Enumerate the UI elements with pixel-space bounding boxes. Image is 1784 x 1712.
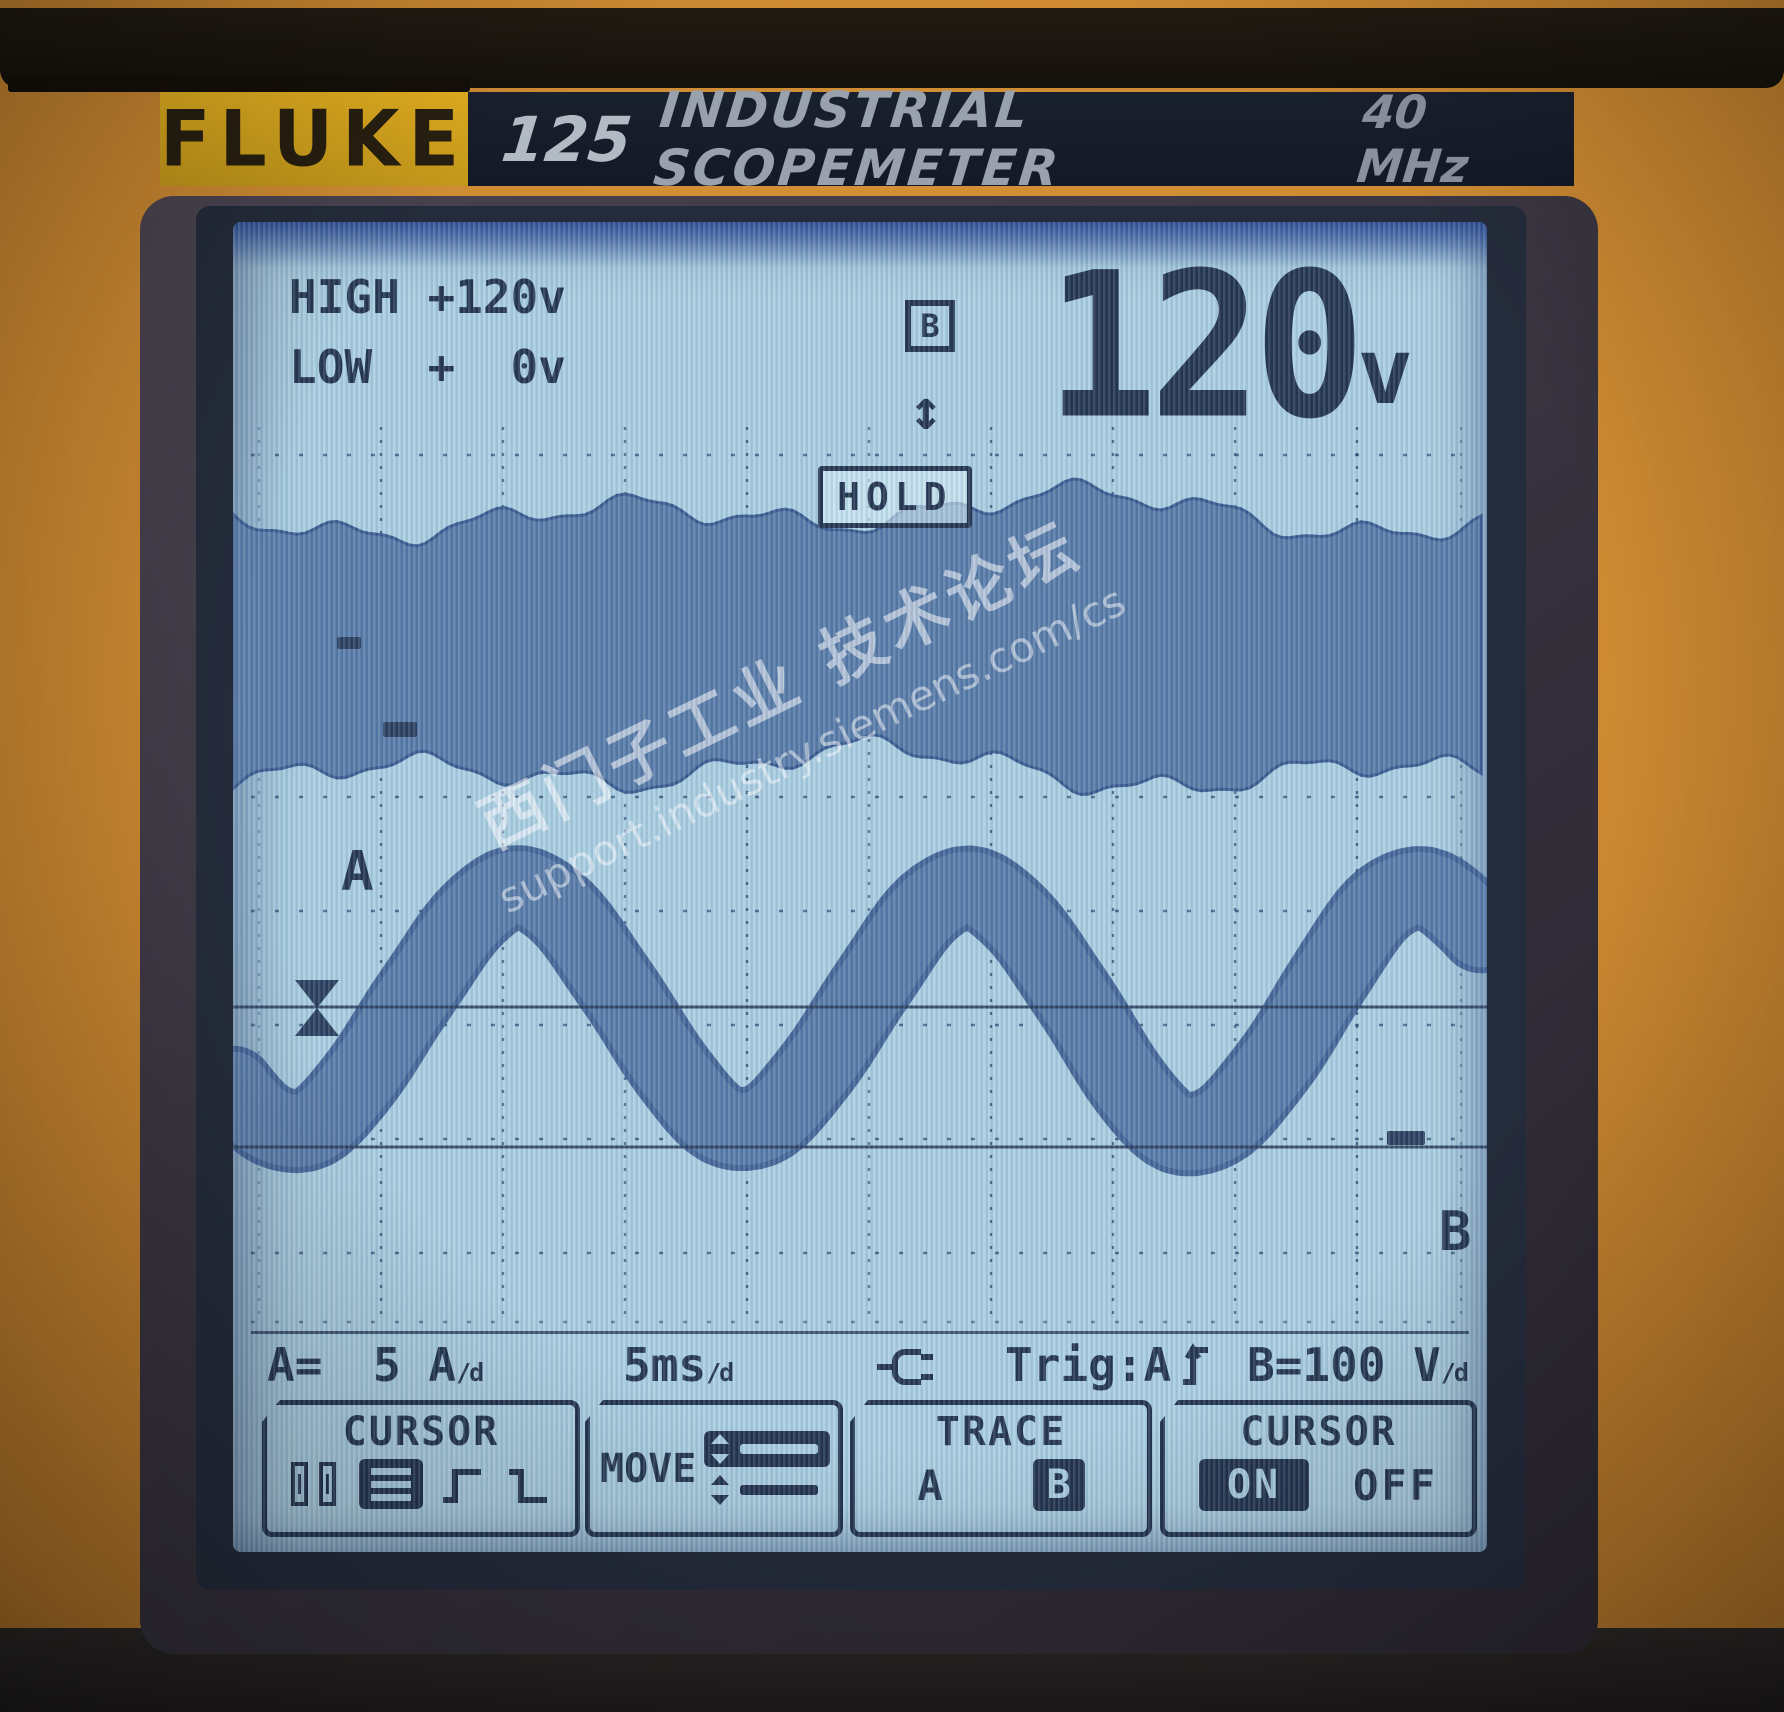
waveform-display (233, 427, 1487, 1324)
status-a-coupling: A= (267, 1338, 323, 1392)
trace-option-a[interactable]: A (917, 1460, 943, 1510)
brand-logo-text: FLUKE (159, 93, 469, 185)
per-division-glyph: /d (1440, 1358, 1469, 1387)
hold-badge: HOLD (818, 466, 972, 528)
horizontal-cursors-icon[interactable] (359, 1459, 423, 1509)
lcd-top-glow (233, 222, 1487, 268)
per-division-glyph: /d (706, 1358, 734, 1387)
move-trace-icon (704, 1430, 831, 1507)
cursor-readouts: HIGH +120v LOW + 0v (289, 262, 566, 402)
cursor-delta-icon: ↕ (909, 378, 943, 443)
status-a-scale: 5 A/d (373, 1338, 484, 1392)
vertical-cursors-icon[interactable] (287, 1460, 343, 1508)
status-separator (251, 1331, 1469, 1334)
main-reading-unit: v (1357, 318, 1413, 425)
cursor-low-readout: LOW + 0v (289, 340, 566, 394)
softkey-label: CURSOR (1240, 1409, 1397, 1455)
softkey-move[interactable]: MOVE (585, 1400, 843, 1537)
trace-b-label: B (1439, 1200, 1472, 1263)
device-top-edge (0, 8, 1784, 88)
trace-option-b[interactable]: B (1032, 1459, 1085, 1511)
rise-step-icon[interactable] (439, 1460, 489, 1508)
series-name: INDUSTRIAL SCOPEMETER (651, 81, 1065, 197)
softkey-cursor-type[interactable]: CURSOR (262, 1400, 580, 1537)
softkey-trace[interactable]: TRACE A B (850, 1400, 1152, 1537)
brand-logo: FLUKE (160, 92, 468, 186)
cursor-on-option[interactable]: ON (1199, 1459, 1310, 1511)
fall-step-icon[interactable] (505, 1460, 555, 1508)
reading-channel-badge: B (905, 300, 955, 352)
logo-top-line (8, 76, 470, 92)
model-header: 125 INDUSTRIAL SCOPEMETER 40 MHz (468, 81, 1574, 197)
bandwidth-label: 40 MHz (1354, 85, 1471, 193)
softkey-label: MOVE (600, 1445, 697, 1492)
main-reading: 120v (993, 245, 1413, 446)
per-division-glyph: /d (456, 1358, 484, 1387)
softkey-cursor-onoff[interactable]: CURSOR ON OFF (1160, 1400, 1477, 1537)
plug-icon (877, 1349, 933, 1385)
softkey-label: CURSOR (342, 1409, 500, 1455)
cursor-off-option[interactable]: OFF (1353, 1460, 1438, 1510)
model-number: 125 (498, 102, 636, 176)
reading-channel-letter: B (920, 307, 940, 345)
softkey-label: TRACE (935, 1409, 1067, 1455)
main-reading-value: 120 (1045, 228, 1366, 464)
status-timebase: 5ms/d (623, 1338, 734, 1392)
lcd-screen: HIGH +120v LOW + 0v B ↕ 120v HOLD A B A= … (233, 222, 1487, 1552)
cursor-high-readout: HIGH +120v (289, 270, 566, 324)
status-trigger: Trig:A (1005, 1338, 1172, 1392)
trace-a-label: A (341, 840, 374, 903)
rising-edge-icon (1183, 1343, 1208, 1385)
status-b-scale: B=100 V/d (1247, 1338, 1469, 1392)
